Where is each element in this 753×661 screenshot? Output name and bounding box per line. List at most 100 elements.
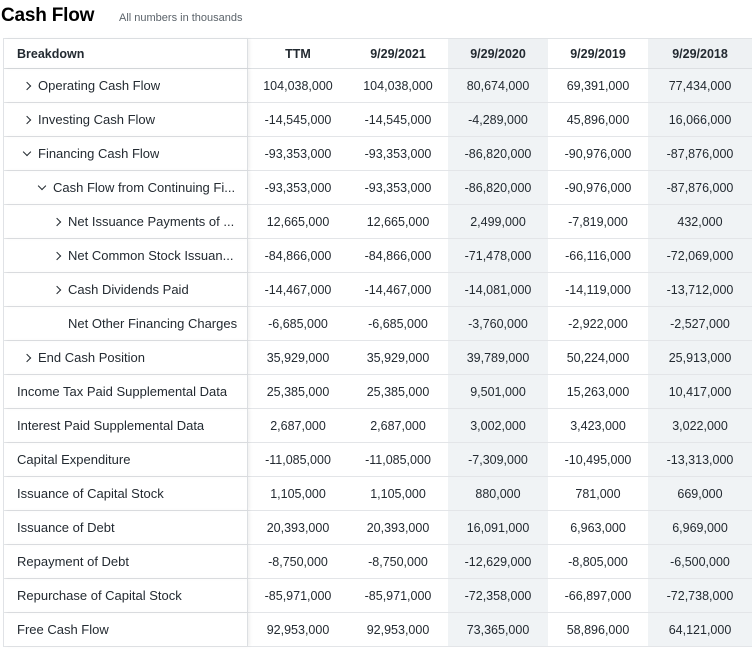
row-label: Operating Cash Flow xyxy=(38,78,161,93)
value-cell: 10,417,000 xyxy=(648,375,752,408)
value-cell: 20,393,000 xyxy=(366,520,430,535)
value-cell: 9,501,000 xyxy=(448,375,548,408)
value-cell: -14,081,000 xyxy=(448,273,548,306)
chevron-down-icon[interactable] xyxy=(35,180,49,195)
table-row: Cash Flow from Continuing Fi... -93,353,0… xyxy=(4,171,752,205)
page-header: Cash Flow All numbers in thousands xyxy=(0,0,753,38)
value-cell: -93,353,000 xyxy=(264,146,332,161)
chevron-down-icon[interactable] xyxy=(20,146,34,161)
value-cell: 35,929,000 xyxy=(266,350,330,365)
value-cell: 16,091,000 xyxy=(448,511,548,544)
value-cell: 12,665,000 xyxy=(366,214,430,229)
value-cell: -3,760,000 xyxy=(448,307,548,340)
chevron-right-icon[interactable] xyxy=(50,248,64,263)
value-cell: 2,687,000 xyxy=(270,418,326,433)
value-cell: -8,750,000 xyxy=(368,554,428,569)
row-label-cell[interactable]: Financing Cash Flow xyxy=(4,137,248,170)
row-label: Financing Cash Flow xyxy=(38,146,160,161)
chevron-right-icon[interactable] xyxy=(20,112,34,127)
table-row: Issuance of Debt 20,393,000 20,393,000 16,0… xyxy=(4,511,752,545)
value-cell: -10,495,000 xyxy=(564,452,632,467)
value-cell: 25,385,000 xyxy=(366,384,430,399)
page-title: Cash Flow xyxy=(1,5,95,26)
row-label: Investing Cash Flow xyxy=(38,112,156,127)
value-cell: 104,038,000 xyxy=(263,78,333,93)
row-label-cell[interactable]: Operating Cash Flow xyxy=(4,69,248,102)
value-cell: 92,953,000 xyxy=(266,622,330,637)
table-row: Financing Cash Flow -93,353,000 -93,353,00… xyxy=(4,137,752,171)
value-cell: 45,896,000 xyxy=(566,112,630,127)
row-label-cell: Income Tax Paid Supplemental Data xyxy=(4,375,248,408)
chevron-right-icon[interactable] xyxy=(20,78,34,93)
row-label: Free Cash Flow xyxy=(17,622,109,637)
value-cell: 73,365,000 xyxy=(448,613,548,646)
row-label: Net Other Financing Charges xyxy=(68,316,238,331)
row-label: Repurchase of Capital Stock xyxy=(17,588,182,603)
column-header: 9/29/2021 xyxy=(370,46,426,61)
value-cell: -90,976,000 xyxy=(564,180,632,195)
value-cell: -13,313,000 xyxy=(648,443,752,476)
table-row: Investing Cash Flow -14,545,000 -14,545,00… xyxy=(4,103,752,137)
value-cell: 781,000 xyxy=(575,486,621,501)
value-cell: -85,971,000 xyxy=(364,588,432,603)
value-cell: 6,969,000 xyxy=(648,511,752,544)
row-label: Income Tax Paid Supplemental Data xyxy=(17,384,228,399)
value-cell: 64,121,000 xyxy=(648,613,752,646)
row-label: Issuance of Capital Stock xyxy=(17,486,164,501)
value-cell: 3,002,000 xyxy=(448,409,548,442)
row-label-cell[interactable]: Investing Cash Flow xyxy=(4,103,248,136)
value-cell: -93,353,000 xyxy=(364,180,432,195)
row-label: Interest Paid Supplemental Data xyxy=(17,418,205,433)
units-note: All numbers in thousands xyxy=(119,12,243,24)
value-cell: -84,866,000 xyxy=(364,248,432,263)
chevron-right-icon[interactable] xyxy=(50,282,64,297)
table-row: Repurchase of Capital Stock -85,971,000 -8… xyxy=(4,579,752,613)
row-label-cell[interactable]: Cash Flow from Continuing Fi... xyxy=(4,171,248,204)
row-label-cell: Issuance of Debt xyxy=(4,511,248,544)
row-label: End Cash Position xyxy=(38,350,145,365)
value-cell: 880,000 xyxy=(448,477,548,510)
value-cell: -2,922,000 xyxy=(568,316,628,331)
value-cell: 39,789,000 xyxy=(448,341,548,374)
row-label-cell: Capital Expenditure xyxy=(4,443,248,476)
value-cell: 3,022,000 xyxy=(648,409,752,442)
row-label-cell[interactable]: Cash Dividends Paid xyxy=(4,273,248,306)
value-cell: -72,069,000 xyxy=(648,239,752,272)
row-label: Issuance of Debt xyxy=(17,520,115,535)
value-cell: -14,545,000 xyxy=(264,112,332,127)
value-cell: -87,876,000 xyxy=(648,137,752,170)
value-cell: 6,963,000 xyxy=(570,520,626,535)
value-cell: 35,929,000 xyxy=(366,350,430,365)
table-row: Interest Paid Supplemental Data 2,687,000… xyxy=(4,409,752,443)
chevron-right-icon[interactable] xyxy=(20,350,34,365)
row-label: Net Issuance Payments of ... xyxy=(68,214,235,229)
table-header-row: Breakdown TTM 9/29/2021 9/29/2020 9/29/2… xyxy=(4,39,752,69)
row-label-cell[interactable]: Net Common Stock Issuan... xyxy=(4,239,248,272)
value-cell: 3,423,000 xyxy=(570,418,626,433)
chevron-right-icon[interactable] xyxy=(50,214,64,229)
column-header: 9/29/2020 xyxy=(448,39,548,68)
column-header: 9/29/2019 xyxy=(570,46,626,61)
row-label: Net Common Stock Issuan... xyxy=(68,248,234,263)
row-label-cell: Repayment of Debt xyxy=(4,545,248,578)
value-cell: 1,105,000 xyxy=(370,486,426,501)
value-cell: -93,353,000 xyxy=(264,180,332,195)
value-cell: -13,712,000 xyxy=(648,273,752,306)
value-cell: -7,819,000 xyxy=(568,214,628,229)
row-label-cell[interactable]: Net Issuance Payments of ... xyxy=(4,205,248,238)
table-row: Cash Dividends Paid -14,467,000 -14,467,00… xyxy=(4,273,752,307)
value-cell: -14,119,000 xyxy=(565,282,631,297)
table-row: Income Tax Paid Supplemental Data 25,385,… xyxy=(4,375,752,409)
value-cell: -6,685,000 xyxy=(368,316,428,331)
value-cell: 432,000 xyxy=(648,205,752,238)
value-cell: 58,896,000 xyxy=(566,622,630,637)
row-label: Capital Expenditure xyxy=(17,452,131,467)
row-label-cell[interactable]: End Cash Position xyxy=(4,341,248,374)
table-row: Capital Expenditure -11,085,000 -11,085,00… xyxy=(4,443,752,477)
table-row: Issuance of Capital Stock 1,105,000 1,105,… xyxy=(4,477,752,511)
value-cell: 2,499,000 xyxy=(448,205,548,238)
value-cell: -72,738,000 xyxy=(648,579,752,612)
value-cell: -66,897,000 xyxy=(564,588,632,603)
value-cell: -93,353,000 xyxy=(364,146,432,161)
value-cell: 1,105,000 xyxy=(270,486,326,501)
